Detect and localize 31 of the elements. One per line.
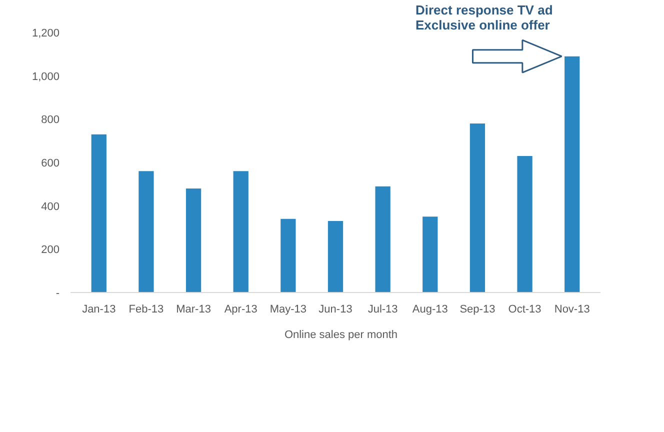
bar — [517, 156, 532, 292]
annotation: Direct response TV ad Exclusive online offer — [415, 2, 553, 32]
y-tick-label: 800 — [41, 114, 60, 126]
y-tick-label: 1,200 — [32, 28, 60, 40]
x-tick-label: May-13 — [270, 304, 307, 316]
bar — [375, 186, 390, 292]
x-tick-label: Jan-13 — [82, 304, 116, 316]
y-tick-label: 400 — [41, 200, 60, 213]
text: Online sales per month — [284, 329, 398, 341]
bar — [564, 56, 580, 292]
bar — [91, 134, 106, 292]
bar — [280, 218, 296, 292]
y-tick-label: - — [56, 288, 60, 300]
bar — [138, 171, 154, 292]
bar — [186, 188, 202, 292]
x-tick-label: Sep-13 — [460, 304, 496, 316]
y-tick-label: 200 — [41, 244, 60, 256]
x-tick-label: Jul-13 — [368, 304, 398, 316]
bar — [422, 216, 438, 292]
y-tick-label: 1,000 — [32, 70, 60, 83]
y-tick-label: 600 — [41, 158, 60, 170]
bar — [470, 124, 486, 292]
x-tick-label: Jun-13 — [318, 304, 352, 316]
x-tick-label: Feb-13 — [128, 304, 164, 316]
x-tick-label: Apr-13 — [224, 304, 258, 316]
x-tick-label: Aug-13 — [412, 304, 448, 316]
x-tick-label: Mar-13 — [176, 304, 211, 316]
bar — [233, 171, 248, 292]
x-tick-label: Oct-13 — [508, 304, 542, 316]
x-tick-label: Nov-13 — [554, 304, 590, 316]
bar — [328, 221, 344, 292]
